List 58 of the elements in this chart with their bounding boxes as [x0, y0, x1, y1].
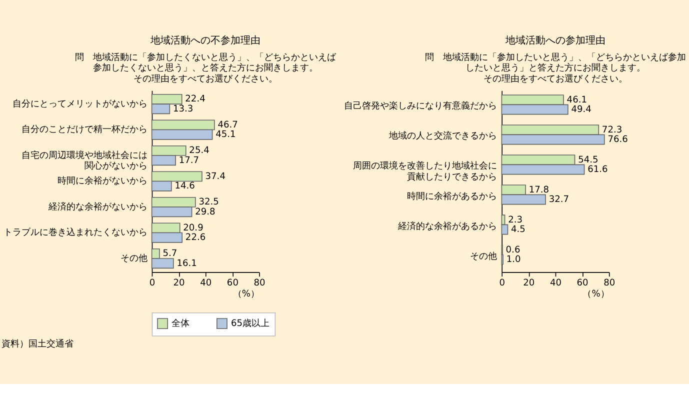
data-label: 13.3 [172, 104, 194, 114]
x-tick-label: 60 [226, 278, 239, 289]
x-tick-label: 60 [576, 278, 589, 289]
data-label: 61.6 [588, 164, 608, 175]
data-label: 4.5 [511, 224, 526, 235]
y-tick-label: 自宅の周辺環境や地域社会には関心がないから [21, 150, 148, 172]
data-label: 29.8 [195, 207, 216, 218]
y-tick-label: トラブルに巻き込まれたくないから [3, 227, 148, 238]
y-tick-label: 自己啓発や楽しみになり有意義だから [344, 100, 498, 112]
chart-subtitle: 問 地域活動に「参加したいと思う」、「どちらかといえば参加したいと思う」と答えた方にお聞きします。その理由をすべてお選びください。 [424, 52, 686, 84]
data-label: 54.5 [578, 155, 598, 166]
data-label: 0.6 [506, 245, 520, 256]
x-axis-title: （%） [582, 289, 610, 300]
y-tick-label: 自分にとってメリットがないから [12, 98, 148, 110]
y-tick-label: その他 [120, 252, 148, 264]
y-tick-label: 時間に余裕があるから [407, 190, 498, 202]
data-label: 2.3 [508, 215, 523, 226]
data-label: 17.8 [528, 185, 550, 196]
y-tick-label: 自分のことだけで精一杯だから [21, 124, 148, 136]
data-label: 14.6 [174, 182, 196, 192]
y-tick-label: 時間に余裕がないから [57, 176, 148, 187]
data-label: 32.7 [548, 194, 570, 205]
data-label: 5.7 [162, 249, 178, 260]
legend-label: 65歳以上 [231, 318, 270, 330]
y-tick-label: 周囲の環境を改善したり地域社会に貢献したりできるから [353, 160, 498, 182]
x-tick-label: 40 [550, 278, 562, 289]
chart-title: 地域活動への参加理由 [504, 34, 606, 46]
data-label: 16.1 [176, 258, 197, 269]
data-label: 17.7 [178, 156, 200, 166]
x-tick-label: 40 [200, 278, 212, 289]
chart-title: 地域活動への不参加理由 [149, 34, 260, 46]
data-label: 22.4 [185, 94, 206, 105]
y-tick-label: 経済的な余裕がないから [47, 202, 148, 212]
x-axis-title: （%） [232, 289, 260, 300]
data-label: 72.3 [602, 125, 622, 136]
x-tick-label: 20 [523, 278, 535, 289]
data-label: 46.1 [566, 95, 587, 106]
data-label: 76.6 [608, 134, 628, 145]
y-tick-label: その他 [470, 250, 498, 262]
x-tick-label: 0 [149, 278, 156, 289]
y-tick-label: 地域の人と交流できるから [388, 130, 498, 142]
data-label: 20.9 [183, 223, 204, 234]
data-label: 25.4 [189, 146, 210, 156]
chart-subtitle: 問 地域活動に「参加したくないと思う」、「どちらかといえば参加したくないと思う」、と答えた方にお聞きします。その理由をすべてお選びください。 [74, 52, 337, 84]
data-label: 49.4 [571, 104, 592, 115]
data-label: 45.1 [216, 130, 236, 140]
x-tick-label: 80 [604, 278, 616, 289]
text: 資料）国土交通省 [2, 338, 74, 350]
data-label: 46.7 [218, 120, 238, 130]
data-label: 32.5 [198, 198, 219, 208]
legend-label: 全体 [172, 318, 190, 330]
x-tick-label: 20 [173, 278, 186, 289]
data-label: 1.0 [506, 254, 521, 265]
y-tick-label: 経済的な余裕があるから [397, 220, 498, 232]
data-label: 37.4 [205, 172, 226, 182]
x-tick-label: 0 [499, 278, 506, 289]
data-label: 22.6 [185, 233, 206, 244]
x-tick-label: 80 [254, 278, 266, 289]
